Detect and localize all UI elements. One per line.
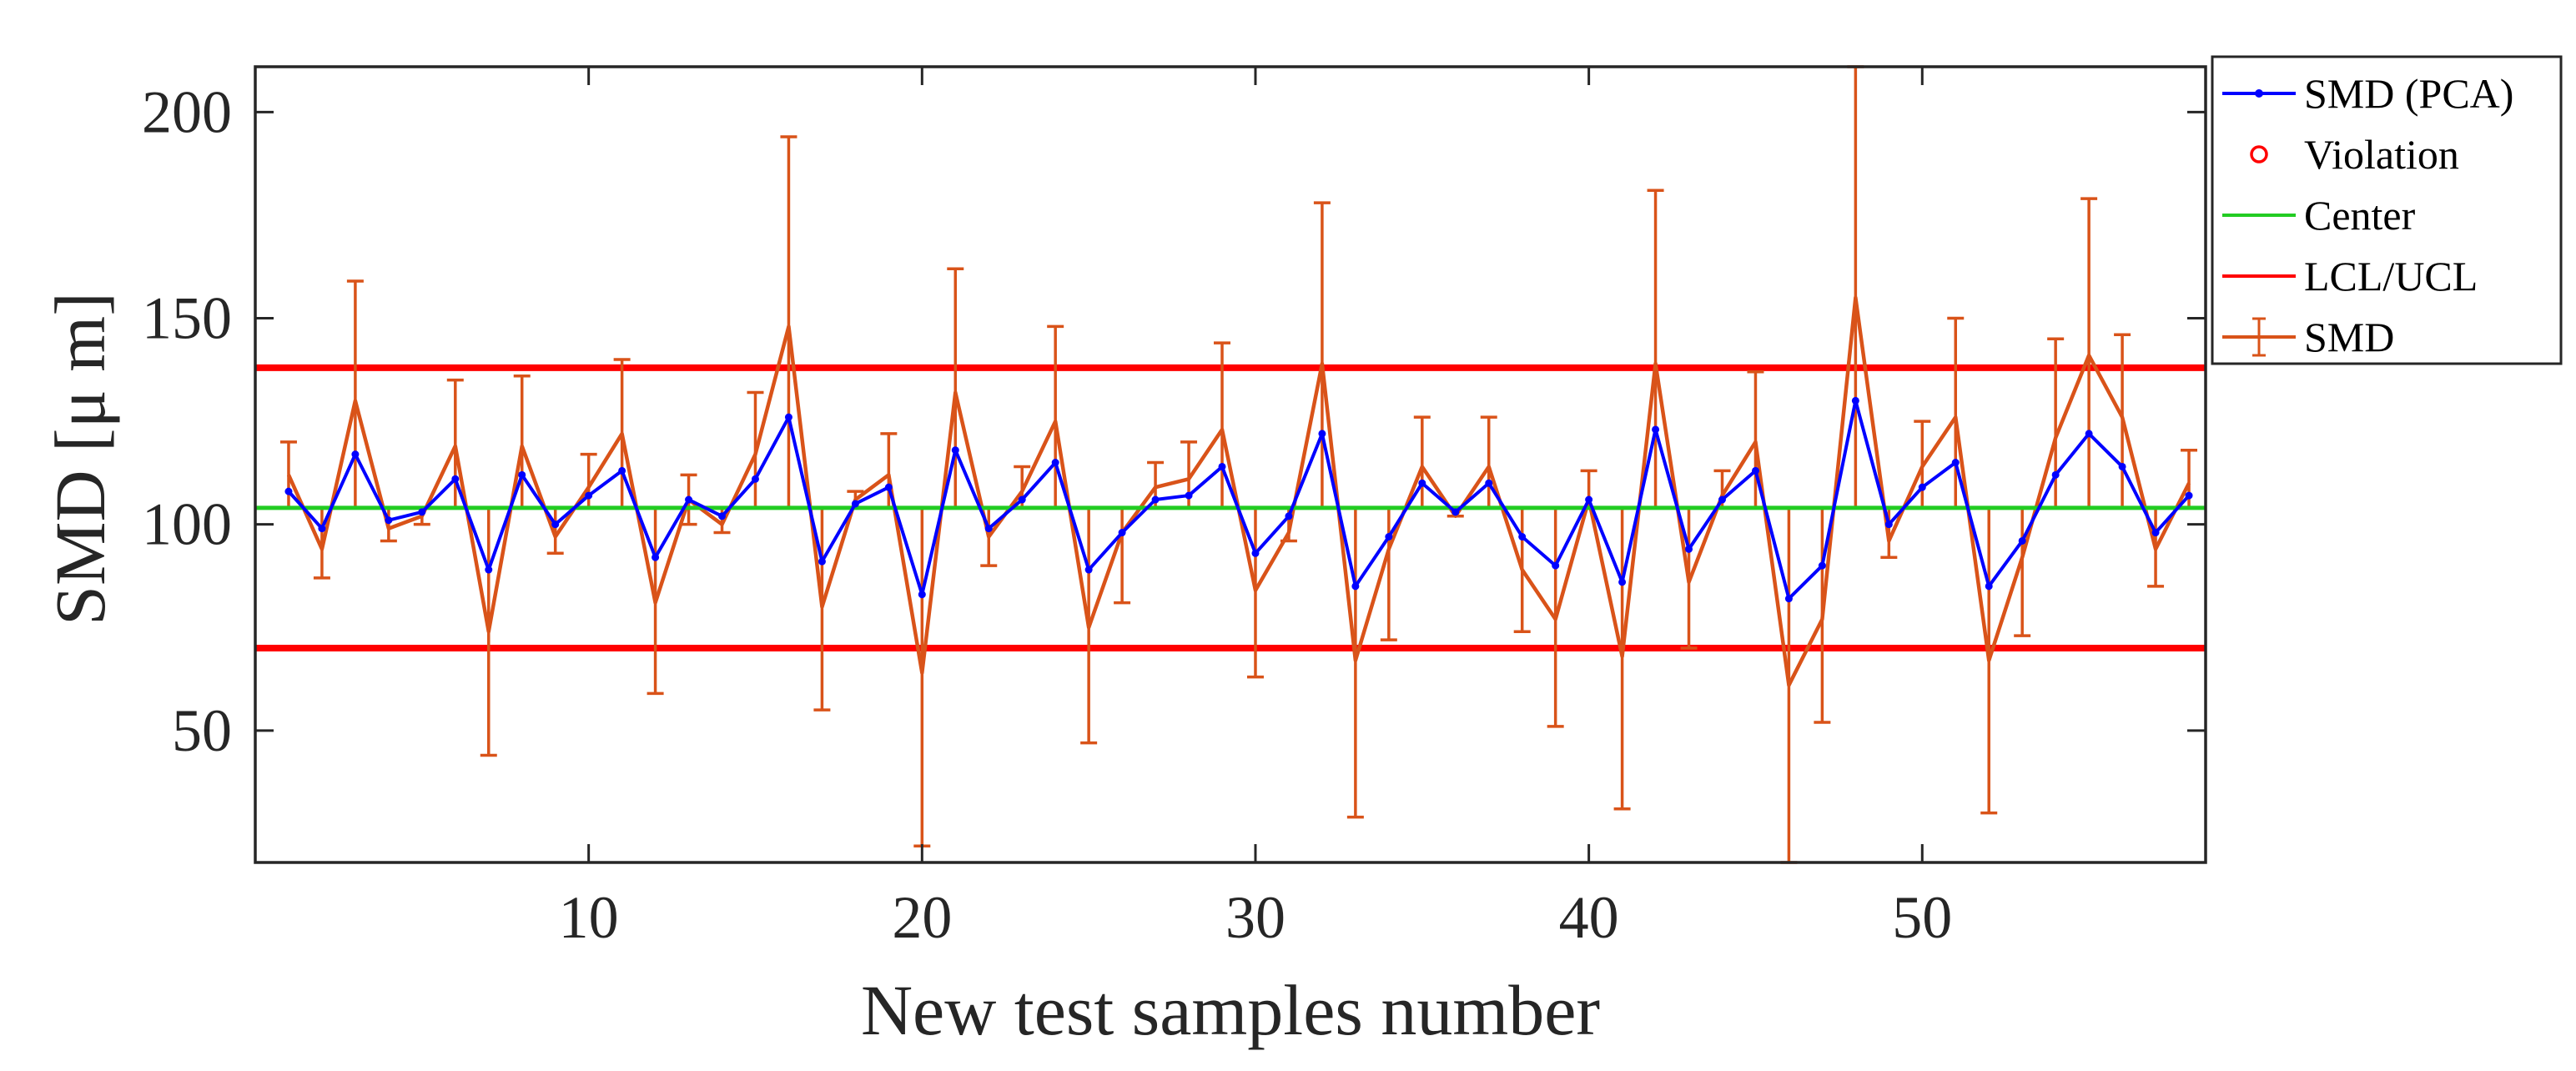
smd-pca-point <box>1918 483 1926 491</box>
smd-pca-point <box>685 495 693 504</box>
smd-pca-point <box>1018 495 1026 504</box>
control-lines <box>255 364 2206 651</box>
smd-pca-point <box>1385 533 1393 541</box>
smd-pca-point <box>1884 520 1893 529</box>
smd-pca-point <box>1285 512 1293 520</box>
smd-pca-point <box>551 520 560 529</box>
smd-pca-point <box>918 591 926 599</box>
smd-pca-point <box>418 508 426 516</box>
smd-pca-point <box>2151 529 2160 537</box>
smd-pca-point <box>1452 508 1460 516</box>
smd-pca-point <box>1751 466 1759 475</box>
smd-pca-point <box>1718 495 1726 504</box>
legend-item: Violation <box>2250 131 2459 178</box>
smd-pca-point <box>751 475 759 483</box>
smd-pca-point <box>718 512 727 520</box>
smd-pca-point <box>1985 582 1993 591</box>
smd-pca-point <box>485 566 493 574</box>
smd-pca-point <box>1552 561 1560 570</box>
smd-pca-point <box>2018 536 2026 545</box>
smd-pca-point <box>1851 396 1859 405</box>
smd-pca-point <box>2185 491 2193 500</box>
legend-item: SMD <box>2222 314 2394 360</box>
y-tick-label: 200 <box>142 78 232 145</box>
smd-pca-point <box>851 500 859 508</box>
smd-pca-point <box>1218 462 1226 470</box>
smd-pca-point <box>1618 578 1627 586</box>
smd-pca-point <box>1418 479 1426 487</box>
x-tick-label: 10 <box>559 884 619 951</box>
smd-pca-point <box>1951 459 1960 467</box>
smd-pca-point <box>1151 495 1160 504</box>
smd-pca-point <box>1818 561 1826 570</box>
legend-item: Center <box>2222 192 2416 239</box>
legend-label: Violation <box>2304 131 2459 178</box>
smd-pca-point <box>884 483 893 491</box>
y-axis-title: SMD [μ m] <box>40 292 120 626</box>
legend-swatch-dot <box>2255 89 2263 98</box>
legend-label: LCL/UCL <box>2304 253 2478 299</box>
smd-pca-point <box>284 487 293 495</box>
smd-pca-point <box>451 475 460 483</box>
smd-pca-point <box>1585 495 1593 504</box>
smd-pca-point <box>618 466 626 475</box>
smd-pca-point <box>585 491 593 500</box>
data-series <box>255 295 2206 687</box>
smd-pca-point <box>2085 430 2093 438</box>
smd-pca-point <box>1652 425 1660 434</box>
x-axis-title: New test samples number <box>861 970 1600 1050</box>
legend-label: SMD <box>2304 314 2394 360</box>
smd-pca-point <box>2118 462 2126 470</box>
smd-pca-point <box>2051 470 2060 479</box>
smd-pca-point <box>1185 491 1193 500</box>
smd-pca-point <box>1685 545 1693 553</box>
legend-item: SMD (PCA) <box>2222 70 2513 117</box>
y-tick-label: 100 <box>142 491 232 558</box>
legend-label: SMD (PCA) <box>2304 70 2513 117</box>
smd-pca-point <box>984 525 993 533</box>
smd-pca-point <box>1118 529 1126 537</box>
smd-pca-point <box>1351 582 1360 591</box>
x-tick-label: 40 <box>1559 884 1619 951</box>
legend-box <box>2211 55 2563 365</box>
smd-pca-point <box>518 470 526 479</box>
smd-pca-point <box>1518 533 1527 541</box>
smd-pca-point <box>1318 430 1326 438</box>
y-tick-label: 50 <box>172 697 232 764</box>
smd-pca-point <box>1485 479 1493 487</box>
smd-pca-point <box>652 553 660 561</box>
legend-swatch-circle <box>2250 145 2268 163</box>
x-tick-label: 20 <box>892 884 952 951</box>
smd-pca-point <box>318 525 326 533</box>
smd-pca-point <box>1251 549 1260 557</box>
x-tick-label: 50 <box>1892 884 1952 951</box>
smd-pca-point <box>1784 595 1793 603</box>
smd-pca-point <box>351 450 360 459</box>
smd-pca-point <box>385 516 393 525</box>
smd-pca-point <box>1051 459 1059 467</box>
x-tick-label: 30 <box>1225 884 1285 951</box>
y-tick-label: 150 <box>142 285 232 352</box>
smd-pca-point <box>1084 566 1093 574</box>
legend-label: Center <box>2304 192 2416 239</box>
legend-item: LCL/UCL <box>2222 253 2478 299</box>
smd-pca-point <box>818 557 826 566</box>
legend: SMD (PCA) Violation Center LCL/UCL SMD <box>2211 55 2563 365</box>
smd-pca-line <box>287 399 2191 601</box>
axes: 10 20 30 40 50 50 100 150 200 <box>142 65 2207 951</box>
smd-pca-point <box>951 446 959 455</box>
smd-pca-point <box>784 413 792 421</box>
axes-box <box>254 65 2207 864</box>
